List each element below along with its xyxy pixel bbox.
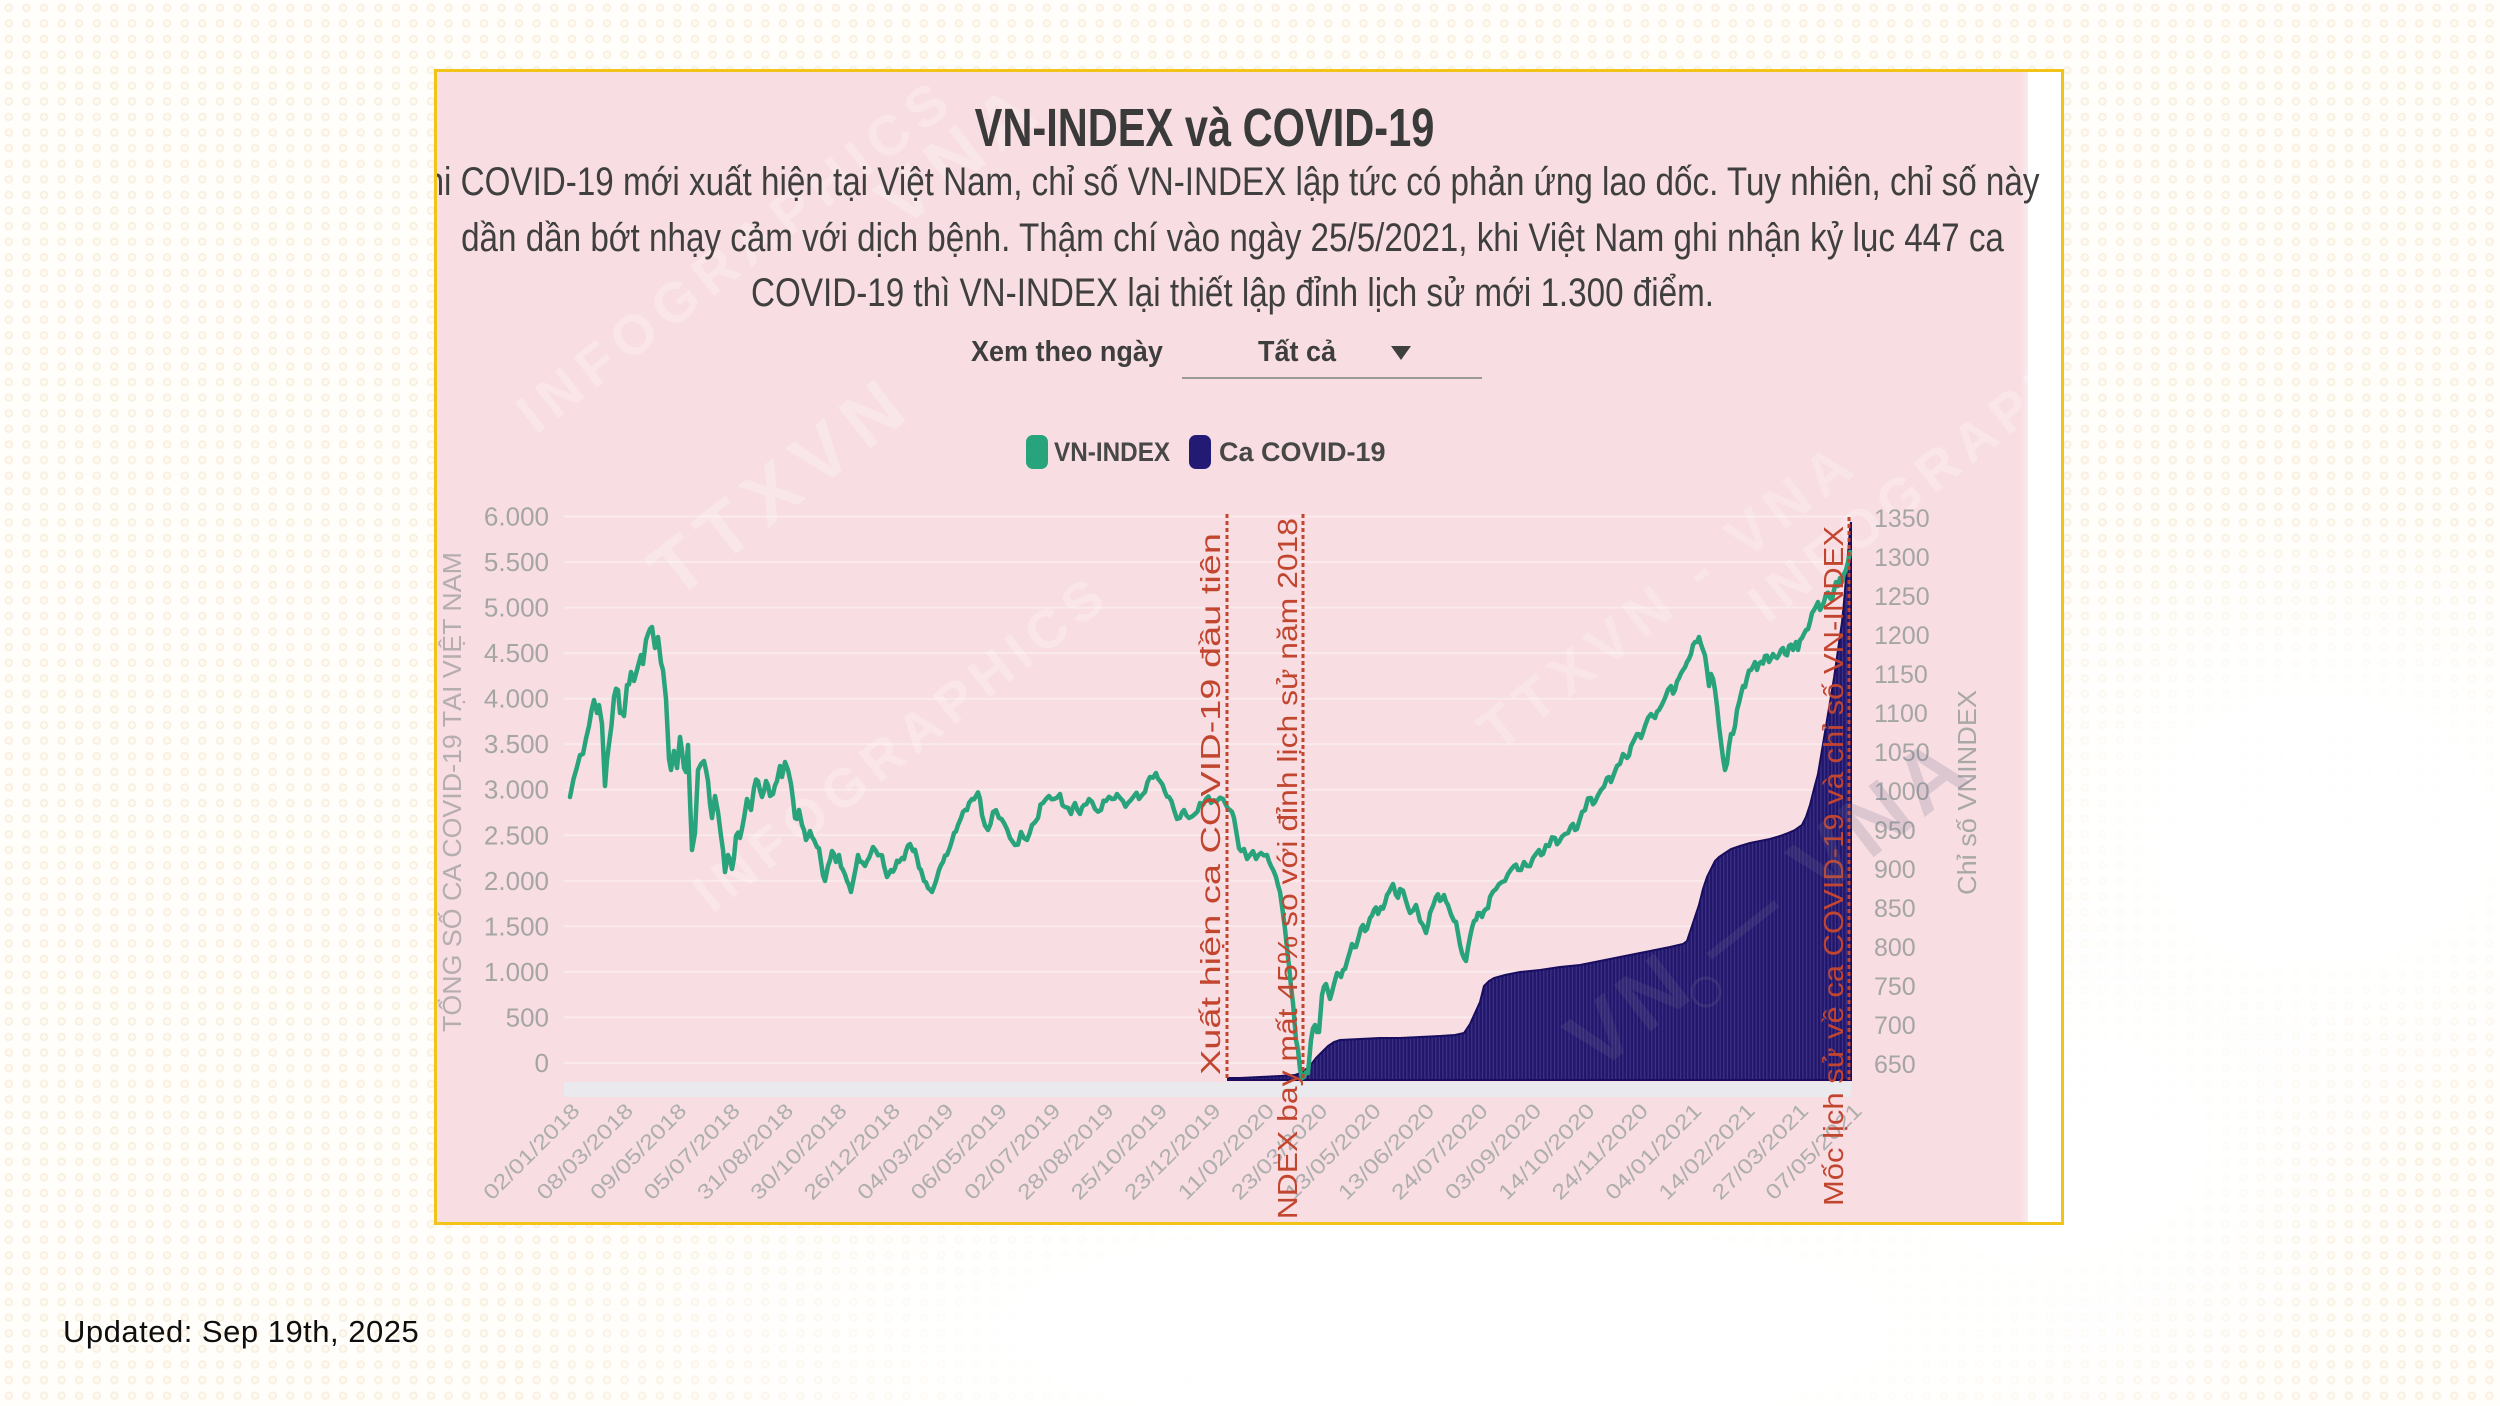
svg-text:1.500: 1.500 [484, 911, 549, 941]
svg-text:1300: 1300 [1874, 544, 1930, 572]
svg-text:Xuất hiện ca COVID-19 đầu tiên: Xuất hiện ca COVID-19 đầu tiên [1195, 533, 1226, 1075]
svg-text:1250: 1250 [1874, 583, 1930, 611]
svg-text:Chỉ số VNINDEX: Chỉ số VNINDEX [1952, 690, 1982, 895]
svg-text:2.500: 2.500 [484, 820, 549, 850]
svg-text:700: 700 [1874, 1012, 1916, 1040]
svg-text:4.000: 4.000 [484, 684, 549, 714]
svg-text:TỔNG SỐ CA COVID-19 TẠI VIỆT N: TỔNG SỐ CA COVID-19 TẠI VIỆT NAM [437, 552, 467, 1032]
svg-text:1000: 1000 [1874, 778, 1930, 806]
svg-text:0: 0 [535, 1048, 549, 1078]
svg-text:850: 850 [1874, 895, 1916, 923]
svg-text:750: 750 [1874, 973, 1916, 1001]
svg-text:900: 900 [1874, 856, 1916, 884]
svg-text:1150: 1150 [1874, 661, 1928, 689]
svg-text:5.500: 5.500 [484, 547, 549, 577]
svg-text:4.500: 4.500 [484, 638, 549, 668]
svg-text:1100: 1100 [1874, 700, 1928, 728]
svg-text:2.000: 2.000 [484, 866, 549, 896]
svg-text:07/05/2021: 07/05/2021 [1761, 1099, 1866, 1204]
svg-text:800: 800 [1874, 934, 1916, 962]
svg-text:VN-INDEX bay mất 45% so với đỉ: VN-INDEX bay mất 45% so với đỉnh lịch sử… [1272, 518, 1303, 1222]
svg-text:3.500: 3.500 [484, 729, 549, 759]
svg-text:950: 950 [1874, 817, 1916, 845]
svg-text:5.000: 5.000 [484, 593, 549, 623]
svg-text:1.000: 1.000 [484, 957, 549, 987]
svg-text:1350: 1350 [1874, 505, 1930, 533]
svg-text:3.000: 3.000 [484, 775, 549, 805]
svg-text:650: 650 [1874, 1051, 1916, 1079]
svg-text:1200: 1200 [1874, 622, 1930, 650]
svg-text:1050: 1050 [1874, 739, 1930, 767]
svg-text:6.000: 6.000 [484, 502, 549, 532]
svg-text:500: 500 [506, 1002, 549, 1032]
svg-text:Mốc lịch sử về ca COVID-19 và: Mốc lịch sử về ca COVID-19 và chỉ số VN-… [1818, 526, 1849, 1206]
